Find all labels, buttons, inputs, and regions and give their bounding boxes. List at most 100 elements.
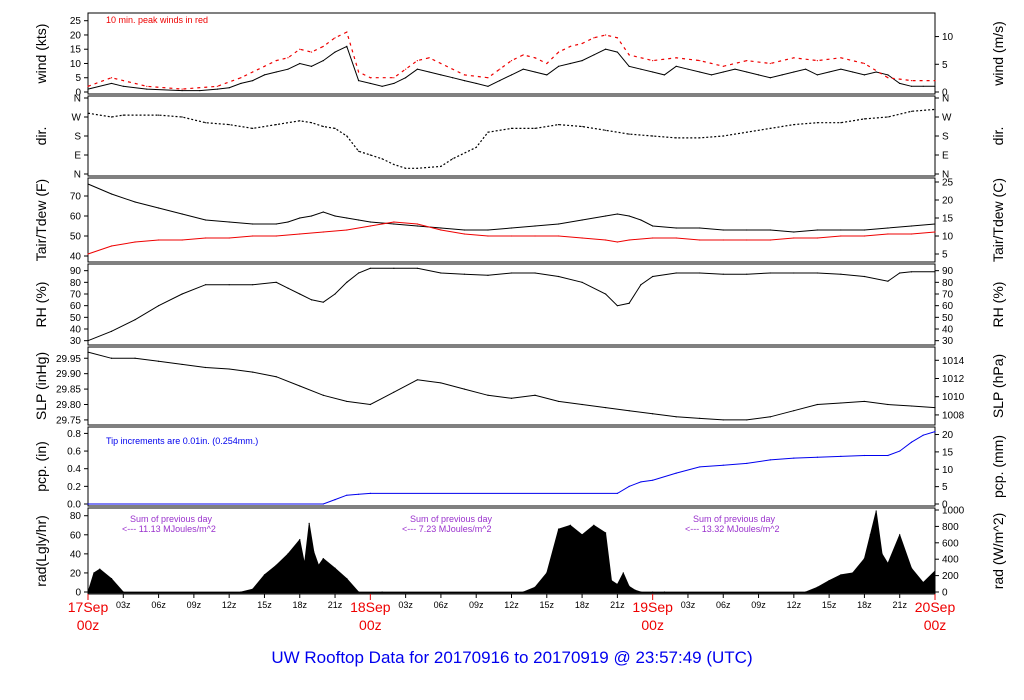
dewpoint-series-line-point (675, 237, 677, 239)
dewpoint-series-line-point (181, 239, 183, 241)
dir-left-tick-label: E (74, 151, 81, 162)
slp-series-line-point (534, 394, 536, 396)
direction-series-line-point (87, 112, 89, 114)
air-temperature-series-line-point (310, 215, 313, 217)
direction-series-line-point (887, 116, 889, 118)
slp-series-line-point (557, 400, 560, 403)
solar-radiation-area-point (828, 579, 830, 582)
air-temperature-series-line-point (205, 219, 207, 221)
wind-series-line-point (87, 88, 89, 90)
dir-left-tick-label: S (74, 132, 81, 143)
precipitation-series-line-point (934, 431, 936, 433)
rh-series-line-point (934, 271, 936, 273)
air-temperature-series-line-point (510, 227, 513, 229)
rh-right-tick-label: 80 (942, 278, 954, 289)
day-axis-label: 20Sep (915, 599, 956, 615)
air-temperature-series-line-point (463, 229, 466, 231)
peak-wind-series-line-point (393, 77, 395, 79)
slp-left-tick-label: 29.80 (56, 400, 81, 411)
day-axis-hour-label: 00z (924, 617, 947, 633)
wind-series-line-point (887, 74, 889, 76)
rh-panel-frame (87, 263, 936, 346)
wind-series-line-point (240, 82, 242, 85)
rad-left-tick-label: 0 (75, 588, 81, 599)
wind-series-line-point (781, 74, 783, 76)
rh-series-line-point (699, 272, 701, 274)
wind-series-line-point (746, 71, 748, 73)
rh-series-line-point (310, 299, 313, 301)
direction-series-line-point (699, 137, 701, 139)
solar-radiation-area-point (652, 591, 654, 593)
pcp-left-tick-label: 0.8 (67, 429, 81, 440)
peak-wind-series-line-point (463, 74, 466, 76)
wind-series-line-point (663, 74, 666, 76)
solar-radiation-area-point (240, 591, 242, 593)
direction-series-line-point (416, 167, 418, 169)
temp-right-tick-label: 10 (942, 232, 954, 243)
dewpoint-series-line-point (534, 235, 536, 237)
rad-right-tick-label: 800 (942, 522, 959, 533)
direction-series-line-point (228, 124, 230, 126)
peak-wind-series-line-point (605, 34, 607, 36)
wind-series-line-point (310, 65, 313, 67)
wind-series-line-point (722, 71, 724, 73)
direction-series-line-point (299, 120, 301, 122)
rh-series-line-point (287, 287, 289, 289)
peak-wind-series-line-point (252, 71, 254, 73)
pcp-y-label-right: pcp. (mm) (990, 435, 1006, 498)
slp-series-line-point (87, 351, 89, 353)
page-caption: UW Rooftop Data for 20170916 to 20170919… (271, 648, 753, 667)
pcp-right-tick-label: 15 (942, 447, 954, 458)
solar-radiation-area-point (93, 572, 95, 574)
wind-series-line-point (440, 74, 442, 76)
rad-left-tick-label: 40 (70, 549, 82, 560)
slp-series-line-point (205, 366, 207, 369)
day-axis-label: 17Sep (68, 599, 109, 615)
peak-wind-series-line-point (487, 77, 489, 79)
rh-series-line-point (416, 267, 418, 269)
wind-series-line-point (828, 71, 830, 73)
wind-series-line-point (605, 48, 607, 50)
rh-series-line-point (393, 267, 395, 269)
slp-left-tick-label: 29.90 (56, 369, 81, 380)
wind-left-tick-label: 15 (70, 45, 82, 56)
dewpoint-series-line-point (487, 235, 489, 237)
wind-series-line-point (416, 68, 418, 70)
radiation-sum-label: Sum of previous day (410, 514, 493, 524)
solar-radiation-area-point (922, 581, 924, 584)
solar-radiation-area-point (663, 591, 666, 593)
wind-series-line-point (546, 74, 548, 76)
peak-wind-series-line-point (287, 57, 289, 59)
time-axis-tick-label: 12z (222, 600, 237, 610)
temp-left-tick-label: 50 (70, 232, 82, 243)
pcp-panel-frame (87, 426, 936, 507)
peak-wind-series-line-point (428, 57, 430, 59)
rh-y-label-left: RH (%) (33, 282, 49, 328)
rh-right-tick-label: 70 (942, 290, 954, 301)
solar-radiation-area-point (593, 524, 595, 526)
direction-series-line-point (440, 165, 442, 167)
time-axis-tick-label: 09z (469, 600, 484, 610)
time-axis-tick-label: 03z (398, 600, 413, 610)
dewpoint-series-line-point (463, 233, 466, 235)
solar-radiation-area-point (622, 572, 624, 574)
air-temperature-series-line-point (346, 217, 348, 219)
rh-right-tick-label: 30 (942, 336, 954, 347)
wind-right-tick-label: 0 (942, 88, 948, 99)
air-temperature-series-line-point (793, 231, 795, 233)
peak-wind-series-line-point (793, 57, 795, 59)
rh-series-line-point (863, 275, 866, 278)
solar-radiation-area-point (852, 572, 854, 574)
rh-series-line-point (605, 293, 607, 295)
dewpoint-series-line-point (228, 237, 230, 239)
rh-series-line-point (652, 275, 654, 278)
air-temperature-series-line-point (322, 211, 324, 213)
rh-series-line-point (440, 272, 442, 274)
wind-series-line-point (216, 88, 219, 90)
air-temperature-series-line-point (275, 223, 277, 225)
rh-series-line-point (134, 319, 136, 321)
rh-series-line-point (746, 273, 748, 275)
slp-series-line-point (322, 394, 324, 396)
pcp-right-tick-label: 10 (942, 465, 954, 476)
